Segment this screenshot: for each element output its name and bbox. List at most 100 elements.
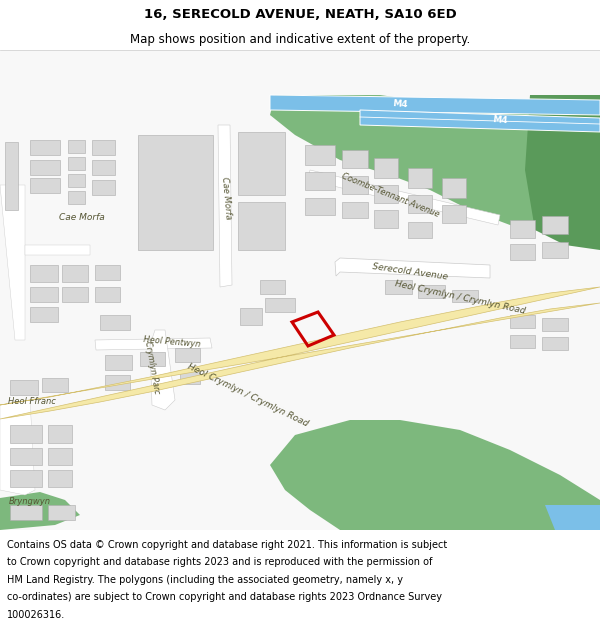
Text: to Crown copyright and database rights 2023 and is reproduced with the permissio: to Crown copyright and database rights 2… [7, 557, 433, 567]
Polygon shape [10, 470, 42, 487]
Polygon shape [240, 308, 262, 325]
Polygon shape [442, 205, 466, 223]
Polygon shape [0, 287, 600, 419]
Text: Crymlyn Parc: Crymlyn Parc [143, 341, 161, 395]
Polygon shape [270, 95, 600, 235]
Polygon shape [305, 198, 335, 215]
Polygon shape [62, 265, 88, 282]
Polygon shape [48, 425, 72, 443]
Polygon shape [105, 375, 130, 390]
Polygon shape [138, 135, 213, 250]
Polygon shape [10, 505, 42, 520]
Polygon shape [270, 420, 600, 530]
Polygon shape [510, 315, 535, 328]
Polygon shape [270, 95, 600, 115]
Polygon shape [10, 380, 38, 395]
Polygon shape [150, 330, 175, 410]
Polygon shape [510, 220, 535, 238]
Text: M4: M4 [492, 115, 508, 125]
Polygon shape [5, 142, 18, 210]
Polygon shape [385, 280, 412, 294]
Polygon shape [374, 210, 398, 228]
Polygon shape [342, 176, 368, 194]
Polygon shape [374, 185, 398, 203]
Polygon shape [408, 195, 432, 213]
Polygon shape [42, 378, 68, 392]
Polygon shape [0, 400, 35, 495]
Polygon shape [30, 307, 58, 322]
Polygon shape [260, 280, 285, 294]
Polygon shape [95, 265, 120, 280]
Polygon shape [48, 448, 72, 465]
Polygon shape [92, 180, 115, 195]
Polygon shape [374, 158, 398, 178]
Polygon shape [68, 174, 85, 187]
Polygon shape [68, 140, 85, 153]
Text: Heol Ffranc: Heol Ffranc [8, 398, 56, 406]
Polygon shape [10, 425, 42, 443]
Text: Serecold Avenue: Serecold Avenue [371, 262, 448, 282]
Polygon shape [510, 335, 535, 348]
Polygon shape [542, 216, 568, 234]
Text: Bryngwyn: Bryngwyn [9, 498, 51, 506]
Polygon shape [30, 140, 60, 155]
Polygon shape [30, 287, 58, 302]
Text: 16, SERECOLD AVENUE, NEATH, SA10 6ED: 16, SERECOLD AVENUE, NEATH, SA10 6ED [143, 8, 457, 21]
Polygon shape [542, 242, 568, 258]
Text: Cae Morfa: Cae Morfa [220, 176, 232, 219]
Text: Cae Morfa: Cae Morfa [59, 214, 105, 222]
Polygon shape [30, 178, 60, 193]
Polygon shape [305, 172, 335, 190]
Polygon shape [105, 355, 132, 370]
Polygon shape [95, 338, 212, 350]
Polygon shape [0, 492, 80, 530]
Polygon shape [238, 202, 285, 250]
Text: Coombe-Tennant Avenue: Coombe-Tennant Avenue [340, 171, 440, 219]
Polygon shape [238, 132, 285, 195]
Polygon shape [360, 110, 600, 132]
Text: 100026316.: 100026316. [7, 610, 65, 620]
Polygon shape [68, 157, 85, 170]
Polygon shape [140, 352, 165, 366]
Text: HM Land Registry. The polygons (including the associated geometry, namely x, y: HM Land Registry. The polygons (includin… [7, 574, 403, 584]
Polygon shape [48, 505, 75, 520]
Text: Heol Crymlyn / Crymlyn Road: Heol Crymlyn / Crymlyn Road [394, 279, 526, 315]
Text: co-ordinates) are subject to Crown copyright and database rights 2023 Ordnance S: co-ordinates) are subject to Crown copyr… [7, 592, 442, 602]
Polygon shape [545, 505, 600, 530]
Polygon shape [342, 202, 368, 218]
Polygon shape [335, 258, 490, 278]
Polygon shape [100, 315, 130, 330]
Polygon shape [510, 244, 535, 260]
Polygon shape [48, 470, 72, 487]
Polygon shape [542, 337, 568, 350]
Polygon shape [542, 318, 568, 331]
Polygon shape [218, 125, 232, 287]
Polygon shape [30, 160, 60, 175]
Polygon shape [408, 222, 432, 238]
Polygon shape [525, 95, 600, 250]
Polygon shape [68, 191, 85, 204]
Text: Heol Pentwyn: Heol Pentwyn [143, 335, 201, 349]
Text: Contains OS data © Crown copyright and database right 2021. This information is : Contains OS data © Crown copyright and d… [7, 539, 448, 549]
Polygon shape [442, 178, 466, 198]
Polygon shape [0, 185, 25, 340]
Text: Heol Crymlyn / Crymlyn Road: Heol Crymlyn / Crymlyn Road [186, 362, 310, 428]
Polygon shape [92, 140, 115, 155]
Text: M4: M4 [392, 99, 408, 109]
Polygon shape [0, 50, 600, 530]
Polygon shape [265, 298, 295, 312]
Text: Map shows position and indicative extent of the property.: Map shows position and indicative extent… [130, 32, 470, 46]
Polygon shape [418, 285, 445, 298]
Polygon shape [180, 370, 200, 384]
Polygon shape [452, 290, 478, 302]
Polygon shape [408, 168, 432, 188]
Polygon shape [95, 287, 120, 302]
Polygon shape [30, 265, 58, 282]
Polygon shape [308, 170, 500, 225]
Polygon shape [305, 145, 335, 165]
Polygon shape [10, 448, 42, 465]
Polygon shape [342, 150, 368, 168]
Polygon shape [92, 160, 115, 175]
Polygon shape [25, 245, 90, 255]
Polygon shape [62, 287, 88, 302]
